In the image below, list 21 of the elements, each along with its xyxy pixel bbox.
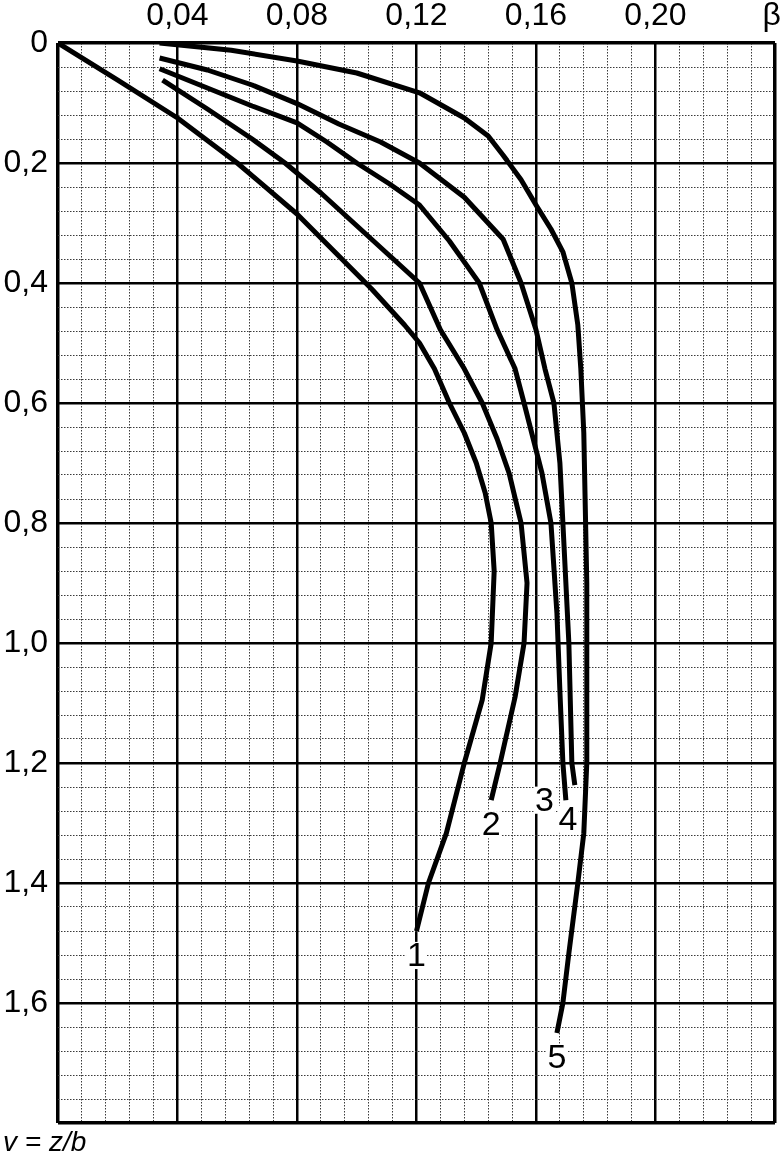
y-tick-label: 0,6: [3, 382, 48, 419]
y-tick-label: 1,6: [3, 982, 48, 1019]
y-tick-label: 0,2: [3, 142, 48, 179]
series-label: 1: [407, 934, 426, 973]
y-tick-label: 0: [30, 22, 48, 59]
y-tick-label: 1,0: [3, 622, 48, 659]
series-label: 3: [534, 779, 554, 818]
x-tick-label: 0,20: [624, 0, 687, 32]
y-tick-label: 1,4: [3, 862, 48, 899]
x-axis-title: β: [762, 0, 781, 32]
y-tick-label: 0,4: [3, 262, 48, 299]
series-label: 2: [481, 804, 501, 843]
series-label: 5: [547, 1036, 567, 1075]
x-tick-label: 0,04: [146, 0, 209, 32]
x-tick-label: 0,08: [265, 0, 329, 32]
x-tick-label: 0,16: [504, 0, 568, 32]
series-label: 4: [558, 798, 578, 837]
y-axis-title: v = z/b: [3, 1125, 87, 1157]
x-tick-label: 0,12: [385, 0, 448, 32]
y-tick-label: 1,2: [3, 742, 48, 779]
y-tick-label: 0,8: [3, 502, 48, 539]
